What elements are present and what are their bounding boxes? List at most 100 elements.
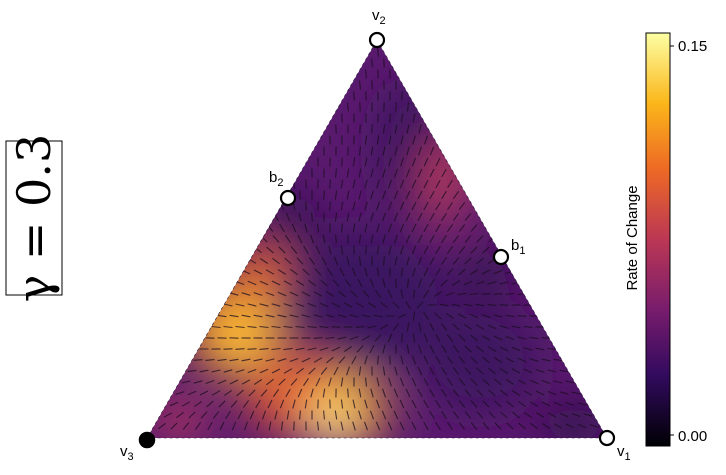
field-arrow xyxy=(341,223,343,233)
field-arrow xyxy=(310,234,314,244)
field-arrow xyxy=(412,311,416,321)
field-arrow xyxy=(328,377,332,387)
field-arrow xyxy=(364,399,368,409)
field-arrow xyxy=(218,400,226,408)
field-arrow xyxy=(314,268,322,276)
field-arrow xyxy=(447,421,453,431)
field-arrow xyxy=(307,325,317,329)
field-arrow xyxy=(405,234,411,244)
field-arrow xyxy=(394,256,398,266)
field-arrow xyxy=(193,400,203,408)
field-arrow xyxy=(259,303,269,307)
field-arrow xyxy=(463,303,473,307)
field-arrow xyxy=(476,257,484,265)
field-arrow xyxy=(299,190,301,200)
field-arrow xyxy=(406,278,410,288)
field-arrow xyxy=(464,257,472,265)
field-arrow xyxy=(340,179,344,189)
field-arrow xyxy=(290,378,298,386)
field-arrow xyxy=(361,314,371,318)
field-arrow xyxy=(476,411,484,419)
field-arrow xyxy=(452,345,460,353)
field-arrow xyxy=(308,367,316,375)
field-arrow xyxy=(481,335,491,341)
field-arrow xyxy=(355,326,365,328)
field-arrow xyxy=(375,399,381,409)
field-arrow xyxy=(377,47,379,57)
field-arrow xyxy=(241,358,251,362)
field-arrow xyxy=(446,334,454,342)
field-arrow xyxy=(308,279,316,287)
field-arrow xyxy=(451,280,461,286)
field-arrow xyxy=(369,278,375,288)
field-arrow xyxy=(256,421,260,431)
field-arrow xyxy=(334,190,338,200)
field-arrow xyxy=(292,399,296,409)
field-arrow xyxy=(457,313,467,319)
field-arrow xyxy=(393,388,399,398)
field-arrow xyxy=(340,245,344,255)
field-arrow xyxy=(313,291,323,297)
field-arrow xyxy=(283,347,293,351)
colorbar-scale xyxy=(645,32,671,447)
field-arrow xyxy=(445,291,455,297)
field-arrow xyxy=(399,399,405,409)
field-arrow xyxy=(470,246,478,254)
field-arrow xyxy=(359,80,361,90)
field-arrow xyxy=(163,412,173,418)
field-arrow xyxy=(452,389,460,397)
field-arrow xyxy=(333,366,339,376)
field-arrow xyxy=(565,380,575,384)
field-arrow xyxy=(335,234,337,244)
field-arrow xyxy=(247,368,257,374)
vertex-v2-label: v2 xyxy=(372,7,386,27)
field-arrow xyxy=(493,357,503,363)
field-arrow xyxy=(435,355,441,365)
field-arrow xyxy=(416,301,424,309)
field-arrow xyxy=(331,346,341,352)
field-arrow xyxy=(541,401,551,407)
field-arrow xyxy=(320,279,328,287)
field-arrow xyxy=(337,336,347,340)
field-arrow xyxy=(482,422,490,430)
field-arrow xyxy=(249,410,255,420)
vertex-v3: v3 xyxy=(120,431,156,463)
colorbar-title: Rate of Change xyxy=(624,185,641,290)
field-arrow xyxy=(351,355,357,365)
field-arrow xyxy=(435,157,441,167)
field-arrow xyxy=(212,411,220,419)
field-arrow xyxy=(446,245,454,255)
field-arrow xyxy=(401,91,403,101)
field-arrow xyxy=(277,314,287,318)
field-arrow xyxy=(247,280,257,286)
field-arrow xyxy=(278,378,286,386)
field-arrow xyxy=(412,289,416,299)
field-arrow xyxy=(322,234,326,244)
field-arrow xyxy=(376,135,380,145)
field-arrow xyxy=(297,234,303,244)
field-arrow xyxy=(565,423,575,429)
field-arrow xyxy=(417,146,423,156)
field-arrow xyxy=(237,410,243,420)
field-arrow xyxy=(352,421,356,431)
field-arrow xyxy=(447,201,453,211)
field-arrow xyxy=(400,113,404,123)
field-arrow xyxy=(364,135,368,145)
field-arrow xyxy=(423,157,429,167)
field-arrow xyxy=(331,326,341,328)
field-arrow xyxy=(175,391,185,395)
field-arrow xyxy=(358,366,362,376)
field-arrow xyxy=(242,400,250,408)
field-arrow xyxy=(328,421,332,431)
field-arrow xyxy=(247,348,257,350)
field-arrow xyxy=(217,358,227,362)
field-arrow xyxy=(356,345,364,353)
field-arrow xyxy=(530,422,538,430)
field-arrow xyxy=(400,267,404,277)
field-arrow xyxy=(464,213,472,221)
field-arrow xyxy=(487,304,497,306)
field-arrow xyxy=(565,402,575,406)
field-arrow xyxy=(313,337,323,339)
field-arrow xyxy=(412,333,416,343)
field-arrow xyxy=(326,356,334,364)
